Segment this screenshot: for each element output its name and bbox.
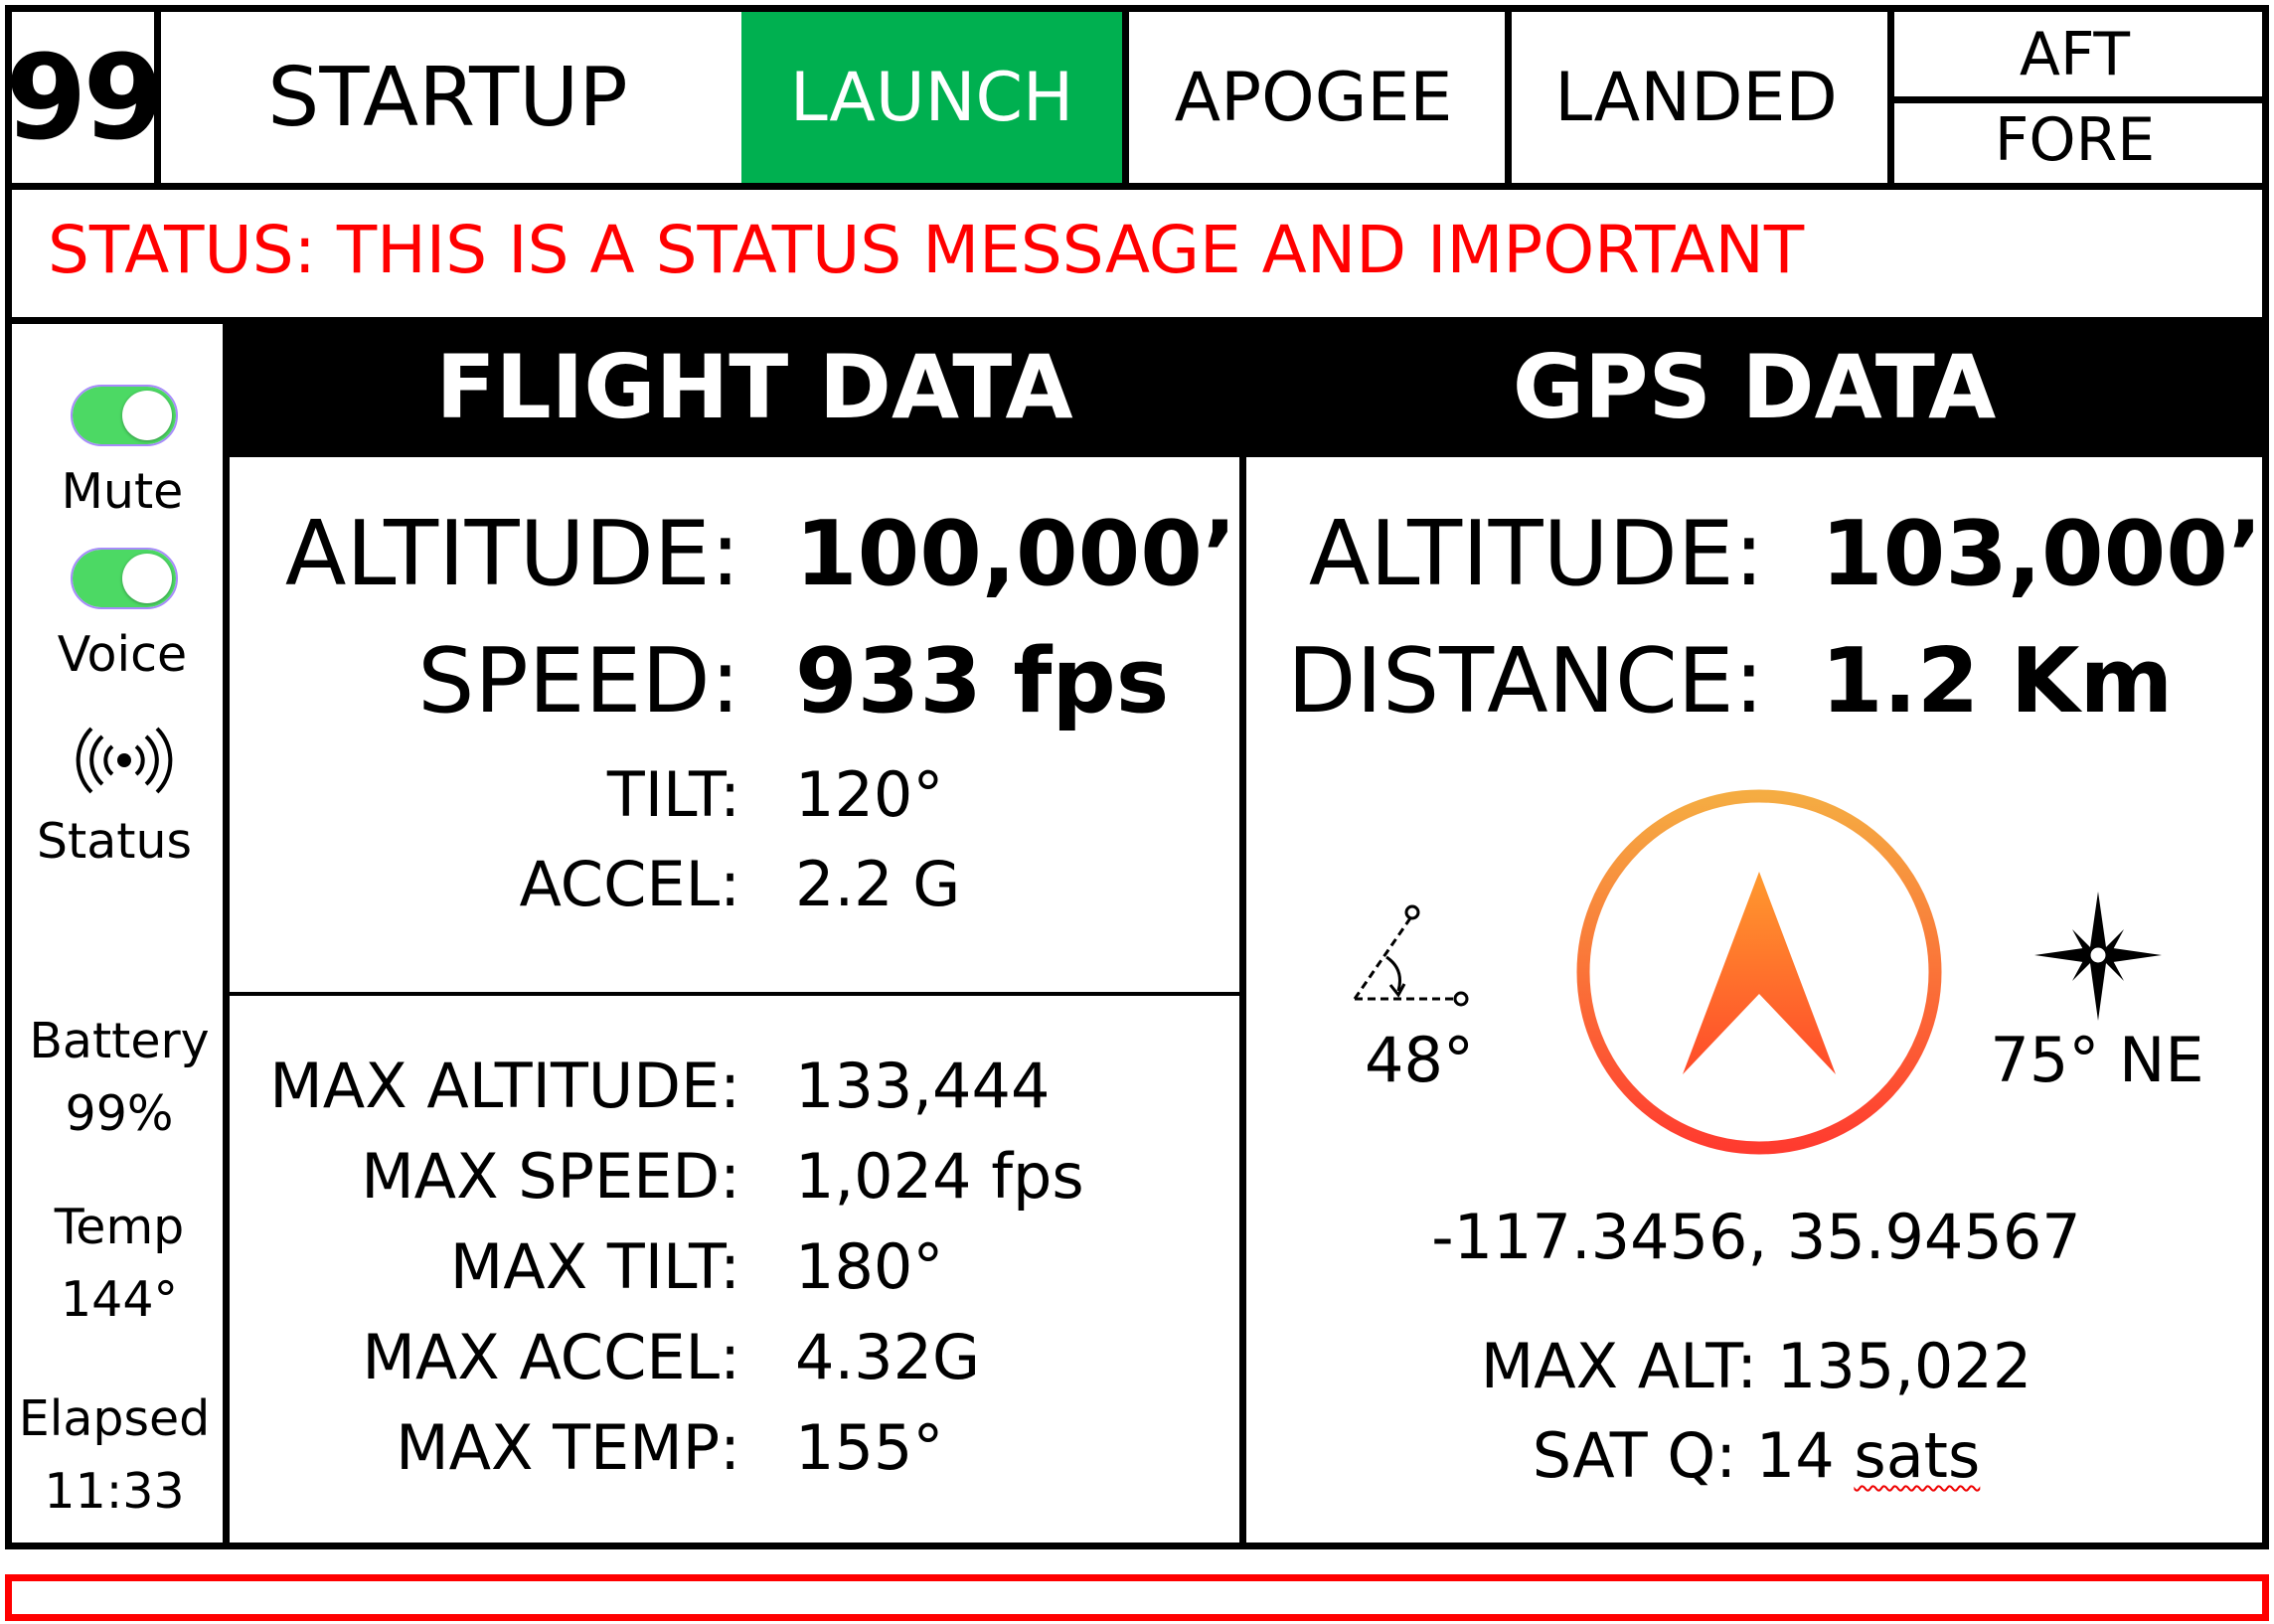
sat-label: SAT Q: 14	[1532, 1419, 1855, 1492]
mute-label: Mute	[61, 463, 184, 520]
heading-value: 75° NE	[1990, 1024, 2204, 1096]
status-label: Status	[36, 813, 193, 870]
gps-altitude-value: 103,000’	[1821, 502, 2263, 606]
fore-button[interactable]: FORE	[1887, 96, 2269, 190]
gps-coordinates: -117.3456, 35.94567	[1431, 1201, 2081, 1273]
navigation-arrow-icon	[1570, 780, 1948, 1163]
gps-data-panel	[1246, 450, 2269, 1549]
gps-distance-value: 1.2 Km	[1821, 629, 2174, 733]
angle-value: 48°	[1365, 1024, 1474, 1096]
max-tilt-label: MAX TILT:	[449, 1230, 740, 1303]
battery-value: 99%	[65, 1085, 174, 1142]
gps-altitude-label: ALTITUDE:	[1308, 502, 1764, 606]
sat-unit: sats	[1854, 1419, 1981, 1492]
max-accel-value: 4.32G	[795, 1321, 981, 1393]
max-speed-label: MAX SPEED:	[361, 1140, 740, 1213]
alert-bar	[5, 1574, 2269, 1621]
stage-startup-button[interactable]: STARTUP	[154, 5, 748, 190]
voice-toggle[interactable]	[71, 548, 178, 609]
flight-altitude-value: 100,000’	[795, 502, 1237, 606]
elapsed-value: 11:33	[44, 1463, 185, 1520]
max-tilt-value: 180°	[795, 1230, 944, 1303]
stage-landed-button[interactable]: LANDED	[1505, 5, 1894, 190]
battery-label: Battery	[29, 1013, 210, 1069]
max-temp-label: MAX TEMP:	[396, 1411, 740, 1484]
mute-toggle-knob	[122, 391, 172, 440]
max-speed-value: 1,024 fps	[795, 1140, 1084, 1213]
gps-max-alt: MAX ALT: 135,022	[1480, 1330, 2032, 1402]
flight-data-header: FLIGHT DATA	[223, 317, 1246, 457]
max-altitude-value: 133,444	[795, 1050, 1051, 1122]
voice-toggle-knob	[122, 554, 172, 603]
flight-altitude-label: ALTITUDE:	[284, 502, 740, 606]
flight-data-panel	[223, 450, 1246, 1549]
stage-launch-button[interactable]: LAUNCH	[741, 5, 1129, 190]
elapsed-label: Elapsed	[18, 1390, 211, 1447]
angle-icon	[1347, 899, 1476, 1009]
compass-star-icon	[2032, 890, 2164, 1024]
flight-divider	[230, 992, 1239, 996]
radio-broadcast-icon[interactable]	[70, 721, 179, 800]
stage-apogee-button[interactable]: APOGEE	[1122, 5, 1512, 190]
flight-speed-label: SPEED:	[417, 629, 740, 733]
count-display: 99	[5, 5, 161, 190]
flight-accel-label: ACCEL:	[519, 848, 740, 920]
max-temp-value: 155°	[795, 1411, 944, 1484]
temp-label: Temp	[54, 1199, 185, 1255]
flight-tilt-value: 120°	[795, 758, 944, 831]
flight-accel-value: 2.2 G	[795, 848, 961, 920]
flight-speed-value: 933 fps	[795, 629, 1170, 733]
gps-distance-label: DISTANCE:	[1287, 629, 1764, 733]
gps-sat-quality: SAT Q: 14 sats	[1359, 1419, 2154, 1492]
status-message: STATUS: THIS IS A STATUS MESSAGE AND IMP…	[48, 212, 1805, 288]
max-altitude-label: MAX ALTITUDE:	[269, 1050, 740, 1122]
max-accel-label: MAX ACCEL:	[362, 1321, 740, 1393]
aft-button[interactable]: AFT	[1887, 5, 2269, 103]
mute-toggle[interactable]	[71, 385, 178, 446]
temp-value: 144°	[60, 1271, 179, 1328]
gps-data-header: GPS DATA	[1239, 317, 2269, 457]
voice-label: Voice	[57, 626, 188, 683]
flight-tilt-label: TILT:	[606, 758, 740, 831]
